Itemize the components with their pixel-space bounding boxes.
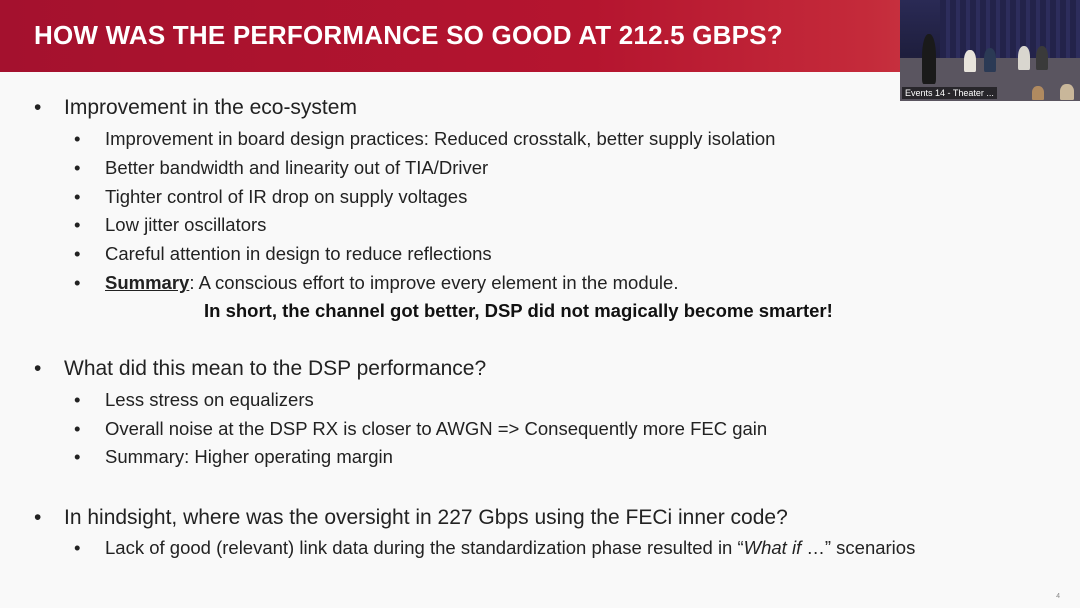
summary-key: Summary bbox=[105, 272, 190, 293]
sub-bullet: • Low jitter oscillators bbox=[74, 214, 266, 236]
bullet-marker: • bbox=[34, 357, 42, 380]
bullet-marker: • bbox=[74, 418, 81, 439]
bullet-marker: • bbox=[74, 537, 81, 558]
sub-bullet: • Better bandwidth and linearity out of T… bbox=[74, 157, 488, 179]
bullet-marker: • bbox=[34, 506, 42, 529]
video-backdrop bbox=[940, 0, 1080, 60]
bullet-marker: • bbox=[74, 186, 81, 207]
sub-bullet-text: Low jitter oscillators bbox=[105, 214, 267, 235]
sub-bullet-text: Lack of good (relevant) link data during… bbox=[105, 537, 744, 558]
sub-bullet: • Tighter control of IR drop on supply vo… bbox=[74, 186, 467, 208]
sub-bullet-text: Less stress on equalizers bbox=[105, 389, 314, 410]
bullet-marker: • bbox=[74, 128, 81, 149]
sub-bullet-text: Tighter control of IR drop on supply vol… bbox=[105, 186, 468, 207]
page-number: 4 bbox=[1056, 593, 1060, 600]
bullet-marker: • bbox=[74, 272, 81, 293]
bullet-section-2: • What did this mean to the DSP performan… bbox=[34, 357, 486, 381]
sub-bullet: • Lack of good (relevant) link data durin… bbox=[74, 537, 915, 559]
bullet-marker: • bbox=[74, 214, 81, 235]
video-thumbnail[interactable]: Events 14 - Theater ... bbox=[900, 0, 1080, 101]
slide-title: HOW WAS THE PERFORMANCE SO GOOD AT 212.5… bbox=[34, 20, 783, 50]
section-heading: Improvement in the eco-system bbox=[64, 96, 357, 119]
bullet-marker: • bbox=[34, 96, 42, 119]
bullet-section-3: • In hindsight, where was the oversight i… bbox=[34, 506, 788, 530]
presenter-figure bbox=[922, 34, 936, 84]
audience-figure bbox=[1060, 84, 1074, 100]
sub-bullet-text: Summary: Higher operating margin bbox=[105, 446, 393, 467]
sub-bullet-text: Better bandwidth and linearity out of TI… bbox=[105, 157, 489, 178]
panelist-figure bbox=[1036, 46, 1048, 70]
sub-bullet: • Careful attention in design to reduce r… bbox=[74, 243, 492, 265]
sub-bullet-text: Overall noise at the DSP RX is closer to… bbox=[105, 418, 768, 439]
section-heading: In hindsight, where was the oversight in… bbox=[64, 506, 788, 529]
audience-figure bbox=[1032, 86, 1044, 100]
sub-bullet-text: Improvement in board design practices: R… bbox=[105, 128, 776, 149]
bullet-marker: • bbox=[74, 389, 81, 410]
sub-bullet-text: Careful attention in design to reduce re… bbox=[105, 243, 492, 264]
bullet-marker: • bbox=[74, 243, 81, 264]
panelist-figure bbox=[964, 50, 976, 72]
sub-bullet: • Improvement in board design practices: … bbox=[74, 128, 775, 150]
sub-bullet-text-end: …” scenarios bbox=[801, 537, 916, 558]
bullet-marker: • bbox=[74, 446, 81, 467]
sub-bullet: • Less stress on equalizers bbox=[74, 389, 314, 411]
sub-bullet-italic: What if bbox=[743, 537, 802, 558]
summary-text: : A conscious effort to improve every el… bbox=[189, 272, 679, 293]
panelist-figure bbox=[1018, 46, 1030, 70]
sub-bullet-summary: • Summary: A conscious effort to improve … bbox=[74, 272, 678, 294]
panelist-figure bbox=[984, 48, 996, 72]
bullet-section-1: • Improvement in the eco-system bbox=[34, 96, 357, 120]
emphasis-statement: In short, the channel got better, DSP di… bbox=[204, 300, 833, 321]
bullet-marker: • bbox=[74, 157, 81, 178]
sub-bullet: • Summary: Higher operating margin bbox=[74, 446, 393, 468]
section-heading: What did this mean to the DSP performanc… bbox=[64, 357, 487, 380]
video-label: Events 14 - Theater ... bbox=[902, 87, 997, 99]
sub-bullet: • Overall noise at the DSP RX is closer t… bbox=[74, 418, 767, 440]
